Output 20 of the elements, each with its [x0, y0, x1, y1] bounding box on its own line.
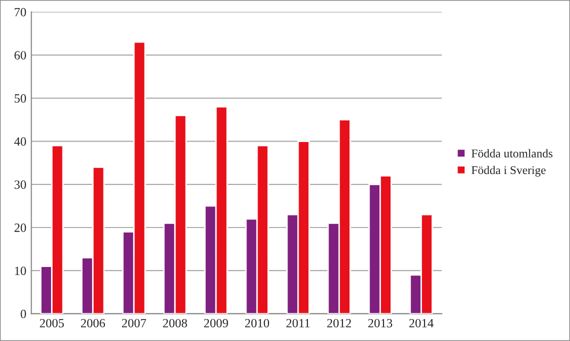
x-tick-label: 2007 [122, 318, 146, 328]
x-tick-label: 2013 [368, 318, 392, 328]
x-tick-label: 2008 [163, 318, 188, 328]
x-tick-label: 2014 [409, 318, 434, 328]
x-tick-label: 2012 [327, 318, 351, 328]
y-tick-label: 20 [14, 224, 26, 232]
y-tick-label: 60 [14, 51, 26, 60]
x-tick-label: 2010 [245, 318, 270, 328]
x-tick-label: 2009 [204, 318, 228, 328]
legend-label: Födda i Sverige [472, 166, 546, 177]
legend-label: Födda utomlands [472, 149, 552, 158]
y-tick-label: 0 [20, 310, 26, 318]
y-tick-label: 50 [14, 94, 26, 103]
x-tick-label: 2011 [286, 318, 310, 328]
y-tick-label: 70 [14, 8, 26, 16]
x-tick-label: 2006 [80, 318, 106, 328]
y-tick-label: 10 [15, 266, 26, 276]
y-tick-label: 30 [14, 180, 26, 189]
x-tick-label: 2005 [40, 318, 64, 328]
y-tick-label: 40 [14, 137, 26, 146]
